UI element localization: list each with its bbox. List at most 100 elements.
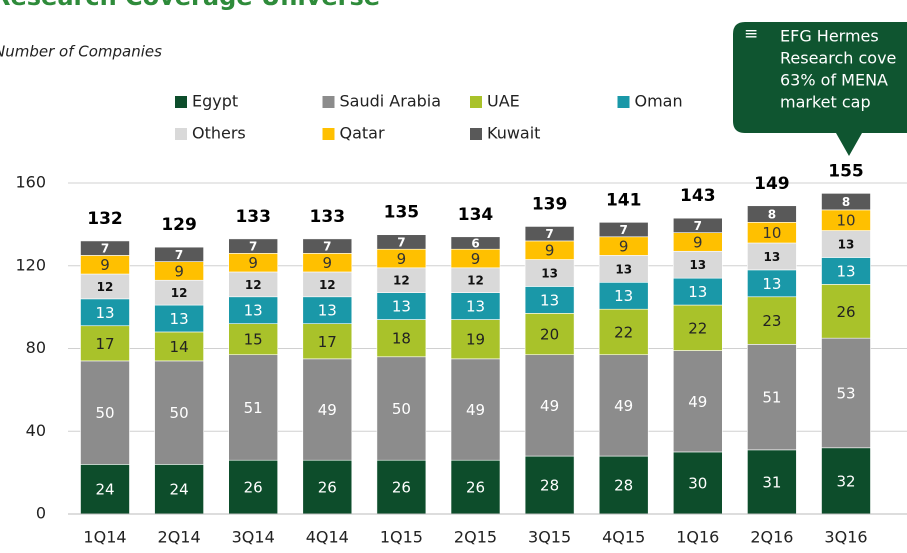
segment-label: 22 xyxy=(614,323,633,341)
segment-label: 49 xyxy=(540,397,559,415)
legend-label: Others xyxy=(192,124,246,143)
segment-label: 28 xyxy=(614,477,633,495)
bar-segment xyxy=(154,304,204,333)
segment-label: 13 xyxy=(836,262,855,280)
segment-label: 13 xyxy=(541,266,558,280)
segment-label: 26 xyxy=(466,479,485,497)
total-label: 133 xyxy=(235,207,271,227)
segment-label: 50 xyxy=(392,400,411,418)
segment-label: 26 xyxy=(392,479,411,497)
bar-segment xyxy=(672,350,723,453)
total-label: 129 xyxy=(161,215,197,235)
segment-label: 13 xyxy=(540,291,559,309)
x-tick-label: 2Q16 xyxy=(750,528,793,547)
y-tick-label: 0 xyxy=(36,504,46,523)
segment-label: 8 xyxy=(842,195,850,209)
bar-segment xyxy=(228,271,278,298)
segment-label: 14 xyxy=(170,338,189,356)
y-tick-label: 160 xyxy=(15,173,46,192)
total-label: 135 xyxy=(384,203,420,223)
segment-label: 12 xyxy=(319,278,336,292)
segment-label: 20 xyxy=(540,326,559,344)
segment-label: 9 xyxy=(619,238,629,256)
bar-segment xyxy=(598,222,649,238)
legend-label: Saudi Arabia xyxy=(340,92,442,111)
segment-label: 24 xyxy=(170,481,189,499)
legend-label: Oman xyxy=(635,92,683,111)
bar-segment xyxy=(821,337,871,449)
bar-segment xyxy=(672,451,723,515)
callout-text: EFG Hermes xyxy=(780,27,879,46)
segment-label: 7 xyxy=(397,235,405,249)
bar-segment xyxy=(80,360,130,465)
segment-label: 9 xyxy=(248,254,258,272)
y-tick-label: 40 xyxy=(26,421,46,440)
segment-label: 13 xyxy=(466,298,485,316)
callout-text: market cap xyxy=(780,93,871,112)
chart-title: Research Coverage Universe xyxy=(0,0,380,11)
legend-label: Egypt xyxy=(192,92,238,111)
segment-label: 49 xyxy=(466,401,485,419)
total-label: 132 xyxy=(87,209,123,229)
segment-label: 13 xyxy=(688,283,707,301)
bar-segment xyxy=(154,279,204,306)
segment-label: 6 xyxy=(471,236,479,250)
y-tick-label: 80 xyxy=(26,338,46,357)
bar-segment xyxy=(450,358,501,461)
bar-segment xyxy=(228,459,278,515)
segment-label: 7 xyxy=(249,240,257,254)
segment-label: 13 xyxy=(614,287,633,305)
segment-label: 13 xyxy=(170,310,189,328)
bar-segment xyxy=(302,358,353,461)
bar-segment xyxy=(524,226,575,242)
bar-segment xyxy=(80,240,130,256)
x-tick-label: 4Q14 xyxy=(306,528,349,547)
segment-label: 18 xyxy=(392,330,411,348)
x-tick-label: 2Q15 xyxy=(454,528,497,547)
segment-label: 24 xyxy=(95,481,114,499)
segment-label: 10 xyxy=(836,212,855,230)
bar-segment xyxy=(598,354,649,457)
segment-label: 51 xyxy=(244,399,263,417)
bar-segment xyxy=(598,255,649,283)
segment-label: 9 xyxy=(471,250,481,268)
segment-label: 10 xyxy=(762,224,781,242)
legend-label: UAE xyxy=(487,92,520,111)
bar-segment xyxy=(450,267,501,293)
segment-label: 8 xyxy=(768,208,776,222)
bar-segment xyxy=(598,281,649,310)
segment-label: 32 xyxy=(836,472,855,490)
bar-segment xyxy=(154,360,204,465)
bar-segment xyxy=(524,259,575,287)
x-tick-label: 1Q14 xyxy=(83,528,126,547)
segment-label: 49 xyxy=(688,393,707,411)
total-label: 143 xyxy=(680,186,716,206)
bar-segment xyxy=(154,464,204,515)
bar-segment xyxy=(450,292,501,320)
callout-icon: ≡ xyxy=(744,24,758,44)
segment-label: 12 xyxy=(393,274,410,288)
segment-label: 12 xyxy=(171,286,188,300)
bar-segment xyxy=(154,246,204,262)
legend-swatch xyxy=(322,128,335,140)
total-label: 133 xyxy=(310,207,346,227)
chart-subtitle: Number of Companies xyxy=(0,43,162,61)
x-tick-label: 1Q15 xyxy=(380,528,423,547)
bar-segment xyxy=(524,354,575,457)
bar-segment xyxy=(747,344,797,451)
bar-segment xyxy=(747,205,797,223)
segment-label: 9 xyxy=(100,256,110,274)
legend-label: Kuwait xyxy=(487,124,540,143)
segment-label: 13 xyxy=(762,275,781,293)
segment-label: 7 xyxy=(101,242,109,256)
segment-label: 31 xyxy=(762,473,781,491)
legend-swatch xyxy=(470,128,482,140)
segment-label: 13 xyxy=(615,262,632,276)
segment-label: 26 xyxy=(836,303,855,321)
segment-label: 12 xyxy=(97,280,114,294)
bar-segment xyxy=(80,273,130,300)
bar-segment xyxy=(747,269,797,298)
bar-segment xyxy=(302,296,353,324)
